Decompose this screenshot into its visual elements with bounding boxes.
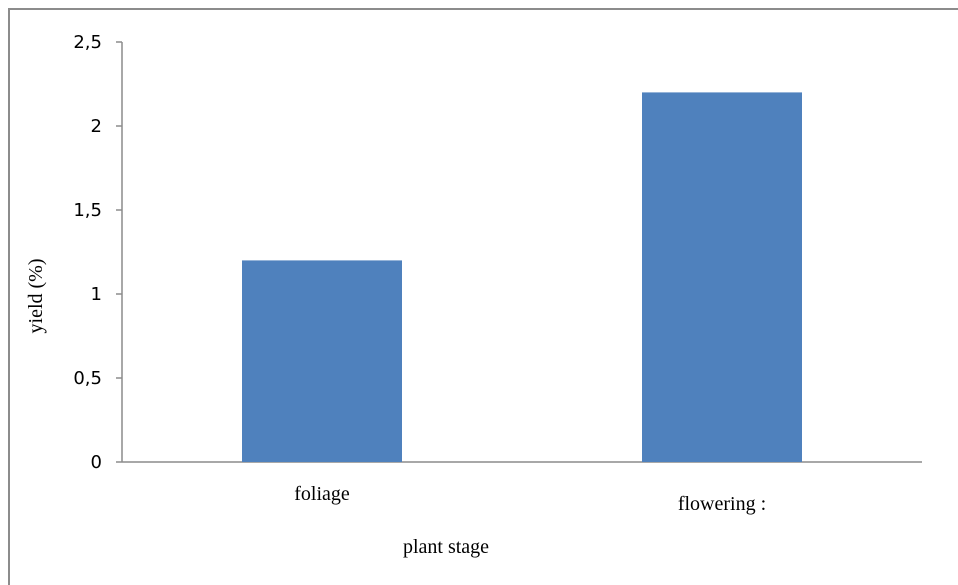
y-tick-label: 2,5: [73, 32, 102, 53]
y-ticks: 0 0,5 1 1,5 2 2,5: [73, 32, 122, 473]
bar-flowering: [642, 92, 802, 463]
bar-foliage: [242, 260, 402, 462]
bars: [242, 92, 802, 463]
y-tick-label: 0: [91, 452, 102, 473]
x-axis-title: plant stage: [403, 536, 489, 558]
y-tick-label: 1: [91, 284, 102, 305]
x-category-label: foliage: [294, 483, 350, 505]
y-axis-title: yield (%): [25, 259, 47, 334]
y-tick-label: 0,5: [73, 368, 102, 389]
x-labels: foliage flowering :: [294, 483, 766, 515]
y-tick-label: 2: [91, 116, 102, 137]
y-tick-label: 1,5: [73, 200, 102, 221]
x-category-label: flowering :: [678, 493, 766, 515]
